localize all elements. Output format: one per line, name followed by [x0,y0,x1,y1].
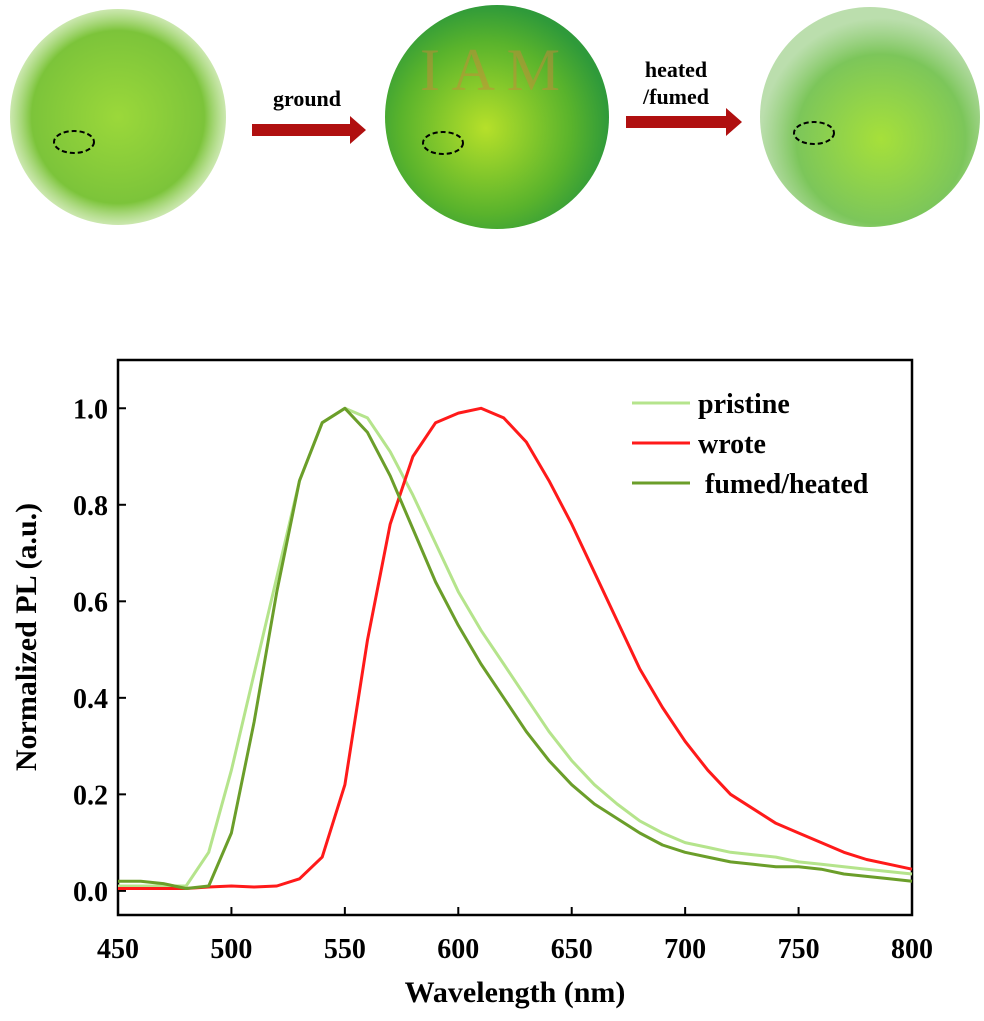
arrow-label: ground [273,86,341,111]
plot-frame [116,358,914,917]
marker-ellipse [422,131,464,155]
photos: I A M ground heated /fumed [10,5,980,229]
y-tick-label: 0.4 [73,684,108,715]
y-axis-label: Normalized PL (a.u.) [10,503,43,771]
written-text: I A M [420,37,560,103]
y-tick-label: 0.8 [73,491,108,522]
marker-ellipse [53,130,95,154]
x-tick-label: 600 [437,934,479,965]
legend-label: wrote [698,429,766,460]
series-line [118,406,913,890]
arrow [626,108,742,136]
y-tick-label: 0.6 [73,587,108,618]
series-line [118,406,913,888]
x-tick-label: 450 [97,934,139,965]
arrow-label: /fumed [642,84,709,109]
photo-fumed [760,7,980,227]
marker-ellipse [793,121,835,145]
legend-label: pristine [698,389,790,420]
arrow [252,116,366,144]
y-tick-label: 1.0 [73,394,108,425]
y-tick-label: 0.2 [73,780,108,811]
x-axis-label: Wavelength (nm) [405,976,626,1009]
legend-label: fumed/heated [698,469,869,500]
x-tick-label: 650 [551,934,593,965]
photo-wrote [385,5,609,229]
x-tick-label: 550 [324,934,366,965]
y-tick-label: 0.0 [73,877,108,908]
arrow-label: heated [645,57,707,82]
series-line [118,406,913,890]
x-tick-label: 700 [664,934,706,965]
x-tick-label: 800 [891,934,933,965]
x-tick-label: 750 [778,934,820,965]
x-tick-label: 500 [210,934,252,965]
photo-pristine [10,9,226,225]
